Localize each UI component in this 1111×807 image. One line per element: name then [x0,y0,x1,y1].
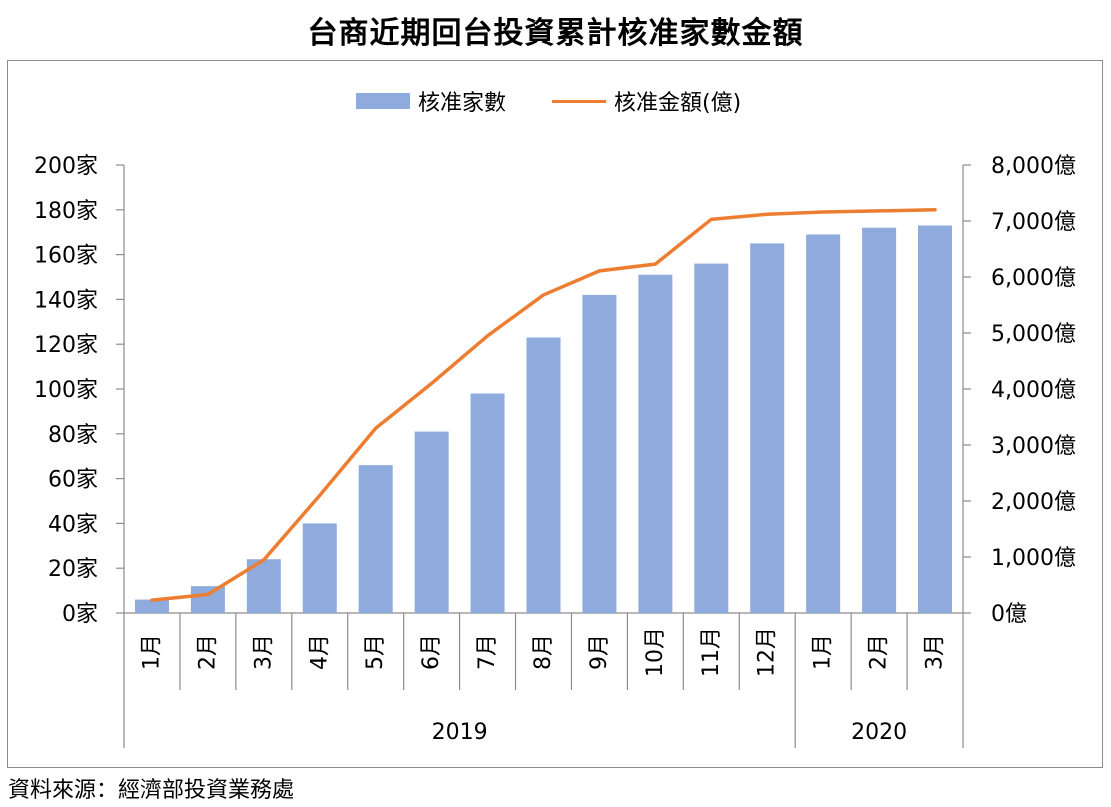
bar [694,263,729,613]
source-note: 資料來源：經濟部投資業務處 [8,778,295,803]
y-left-tick-label: 200家 [34,154,98,179]
bar [918,225,953,614]
legend-label-bar: 核准家數 [418,91,507,116]
bar [414,431,449,613]
y-left-tick-label: 120家 [34,333,98,358]
y-right-tick-label: 0億 [991,602,1027,627]
y-right-tick-label: 6,000億 [991,266,1076,291]
bar [302,523,337,613]
y-right-tick-label: 7,000億 [991,210,1076,235]
y-right-tick-label: 4,000億 [991,378,1076,403]
x-tick-label: 1月 [139,634,164,670]
y-left-tick-label: 0家 [62,602,98,627]
x-tick-label: 9月 [587,634,612,670]
y-right-tick-label: 8,000億 [991,154,1076,179]
line-series [150,208,937,602]
legend-swatch-bar [356,93,410,109]
legend-label-line: 核准金額(億) [614,91,742,116]
bar [750,243,785,613]
y-left-tick-label: 180家 [34,199,98,224]
legend-item-line: 核准金額(億) [552,86,741,116]
year-label: 2020 [851,720,907,745]
x-tick-label: 10月 [643,627,668,677]
x-tick-label: 1月 [811,634,836,670]
legend-swatch-line [552,99,606,103]
x-tick-label: 2月 [195,634,220,670]
bar [638,274,673,613]
bar [526,337,561,613]
x-tick-label: 11月 [699,627,724,677]
y-right-tick-label: 3,000億 [991,434,1076,459]
x-tick-label: 6月 [419,634,444,670]
bar [190,586,225,613]
bar [358,465,393,613]
x-tick-label: 7月 [475,634,500,670]
y-right-tick-label: 1,000億 [991,546,1076,571]
bar [582,294,617,613]
x-tick-label: 3月 [923,634,948,670]
chart-title: 台商近期回台投資累計核准家數金額 [307,16,804,51]
y-left-tick-label: 60家 [48,468,98,493]
chart-frame [7,60,1103,768]
y-left-tick-label: 20家 [48,557,98,582]
y-right-tick-label: 5,000億 [991,322,1076,347]
legend: 核准家數 核准金額(億) [0,86,1111,116]
y-left-tick-label: 140家 [34,288,98,313]
x-tick-label: 8月 [531,634,556,670]
x-tick-label: 2月 [867,634,892,670]
y-left-tick-label: 40家 [48,512,98,537]
x-tick-label: 3月 [251,634,276,670]
legend-item-bar: 核准家數 [356,86,506,116]
bar [470,393,505,613]
x-tick-label: 12月 [755,627,780,677]
x-tick-label: 4月 [307,634,332,670]
year-label: 2019 [432,720,488,745]
bar [134,599,169,613]
y-left-tick-label: 160家 [34,244,98,269]
x-tick-label: 5月 [363,634,388,670]
y-right-tick-label: 2,000億 [991,490,1076,515]
bar [806,234,841,613]
bar [862,227,897,613]
y-left-tick-label: 100家 [34,378,98,403]
y-left-tick-label: 80家 [48,423,98,448]
